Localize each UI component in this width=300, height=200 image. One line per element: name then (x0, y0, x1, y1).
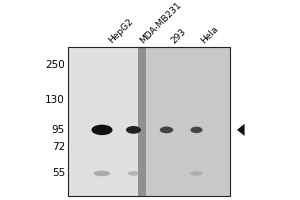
Bar (68, 47, 138, 196)
Bar (68, 47, 230, 196)
Polygon shape (237, 124, 244, 136)
Ellipse shape (190, 127, 202, 133)
Ellipse shape (190, 171, 202, 176)
Text: Hela: Hela (200, 24, 220, 45)
Bar (138, 47, 146, 196)
Text: 293: 293 (169, 27, 188, 45)
Ellipse shape (94, 171, 110, 176)
Text: 250: 250 (45, 60, 65, 70)
Ellipse shape (160, 127, 173, 133)
Text: 95: 95 (52, 125, 65, 135)
Text: 55: 55 (52, 168, 65, 178)
Bar (146, 47, 230, 196)
Ellipse shape (126, 126, 141, 134)
Text: 72: 72 (52, 142, 65, 152)
Text: MDA-MB231: MDA-MB231 (138, 0, 183, 45)
Ellipse shape (92, 125, 112, 135)
Ellipse shape (128, 171, 140, 176)
Text: 130: 130 (45, 95, 65, 105)
Text: HepG2: HepG2 (106, 17, 135, 45)
